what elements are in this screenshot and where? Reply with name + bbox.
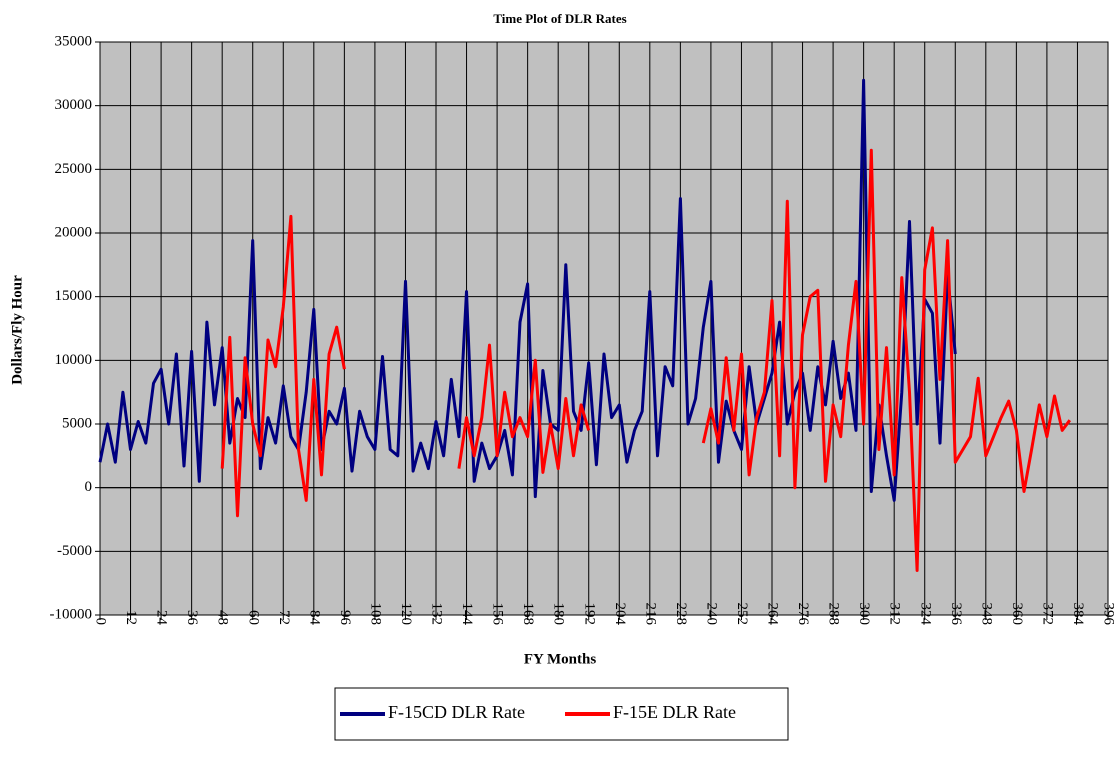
x-tick-label: 276 [795, 603, 811, 626]
x-tick-label: 300 [856, 603, 872, 626]
y-tick-label: 30000 [55, 97, 93, 113]
series-line [220, 148, 1072, 572]
legend-label: F-15E DLR Rate [613, 702, 736, 722]
x-tick-label: 168 [520, 603, 536, 626]
x-tick-label: 144 [459, 603, 475, 626]
x-tick-label: 108 [367, 603, 383, 626]
x-tick-label: 36 [184, 610, 200, 626]
x-tick-label: 204 [612, 603, 628, 626]
x-tick-label: 228 [673, 603, 689, 626]
x-tick-label: 120 [398, 603, 414, 626]
x-tick-label: 156 [490, 603, 506, 626]
x-tick-label: 180 [551, 603, 567, 626]
x-tick-label: 132 [429, 603, 445, 626]
chart-title: Time Plot of DLR Rates [493, 11, 626, 26]
x-tick-label: 336 [948, 603, 964, 626]
y-tick-label: 10000 [55, 352, 93, 368]
y-tick-label: 35000 [55, 33, 93, 49]
y-axis-title: Dollars/Fly Hour [9, 275, 25, 385]
x-tick-label: 264 [765, 603, 781, 626]
x-tick-label: 72 [276, 610, 292, 625]
x-tick-label: 192 [581, 603, 597, 626]
y-tick-label: -5000 [57, 543, 92, 559]
x-tick-label: 84 [306, 610, 322, 626]
x-tick-label: 60 [245, 610, 261, 625]
x-tick-label: 48 [215, 610, 231, 625]
legend-label: F-15CD DLR Rate [388, 702, 525, 722]
plot-border [99, 41, 1109, 616]
x-tick-label: 12 [123, 610, 139, 625]
x-tick-label: 396 [1101, 603, 1117, 626]
legend-box [334, 687, 789, 741]
x-tick-label: 0 [93, 618, 109, 626]
y-tick-label: 0 [85, 479, 93, 495]
x-axis-title: FY Months [524, 651, 597, 667]
x-tick-label: 288 [826, 603, 842, 626]
y-tick-label: 25000 [55, 161, 93, 177]
x-tick-label: 360 [1009, 603, 1025, 626]
x-tick-label: 384 [1070, 603, 1086, 626]
x-tick-label: 216 [642, 603, 658, 626]
x-tick-label: 312 [887, 603, 903, 626]
x-tick-label: 324 [917, 603, 933, 626]
x-tick-label: 252 [734, 603, 750, 626]
y-tick-label: -10000 [50, 606, 93, 622]
y-tick-label: 20000 [55, 224, 93, 240]
x-tick-label: 348 [978, 603, 994, 626]
x-tick-label: 24 [154, 610, 170, 626]
x-tick-label: 240 [703, 603, 719, 626]
plot-area [99, 41, 1109, 616]
y-tick-label: 15000 [55, 288, 93, 304]
x-tick-label: 96 [337, 610, 353, 626]
x-tick-label: 372 [1039, 603, 1055, 626]
y-tick-label: 5000 [62, 415, 92, 431]
